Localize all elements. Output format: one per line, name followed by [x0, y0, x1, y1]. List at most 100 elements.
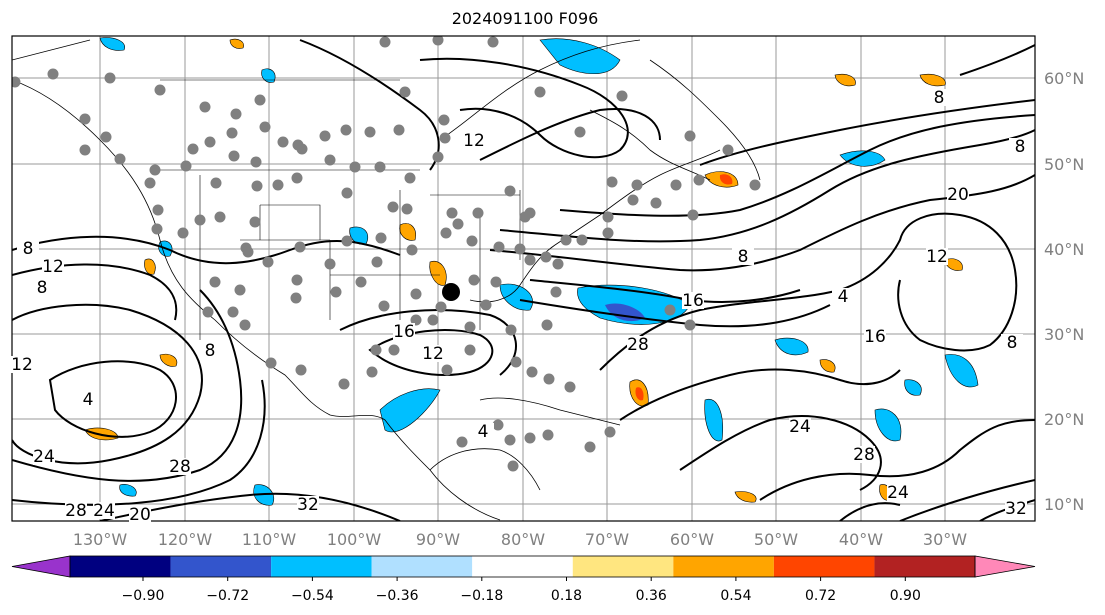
colorbar-tick-label: −0.18 — [460, 588, 503, 604]
station-dot — [439, 132, 451, 144]
station-dot — [265, 357, 277, 369]
station-dot — [452, 218, 464, 230]
station-dot — [534, 86, 546, 98]
colorbar-swatch — [70, 556, 171, 577]
station-dot — [149, 164, 161, 176]
station-dot — [324, 154, 336, 166]
station-dot — [209, 276, 221, 288]
station-dot — [507, 460, 519, 472]
station-dot — [438, 114, 450, 126]
station-dot — [514, 243, 526, 255]
contour-label: 32 — [1005, 499, 1027, 519]
contour-label: 16 — [682, 291, 704, 311]
lat-label: 10°N — [1044, 495, 1084, 514]
station-dot — [254, 94, 266, 106]
lon-label: 30°W — [923, 530, 967, 549]
lon-label: 40°W — [839, 530, 883, 549]
colorbar-tick-label: 0.54 — [720, 588, 751, 604]
contour-label: 16 — [864, 327, 886, 347]
station-dot — [226, 127, 238, 139]
lat-label: 60°N — [1044, 69, 1084, 88]
station-dot — [187, 143, 199, 155]
lon-label: 100°W — [327, 530, 382, 549]
station-dot — [199, 101, 211, 113]
contour-label: 8 — [37, 278, 48, 298]
station-dot — [404, 172, 416, 184]
colorbar-swatch — [170, 556, 272, 577]
station-dot — [504, 185, 516, 197]
station-dot — [574, 126, 586, 138]
contour-label: 8 — [738, 247, 749, 267]
contour-label: 20 — [129, 505, 151, 525]
station-dot — [456, 436, 468, 448]
station-dot — [487, 36, 499, 48]
station-dot — [79, 144, 91, 156]
contour-label: 8 — [23, 239, 34, 259]
colorbar-tick-label: 0.36 — [636, 588, 667, 604]
station-dot — [427, 314, 439, 326]
station-dot — [393, 124, 405, 136]
colorbar-swatch — [773, 556, 875, 577]
station-dot — [324, 258, 336, 270]
station-dot — [540, 251, 552, 263]
station-dot — [401, 203, 413, 215]
colorbar-swatch — [572, 556, 674, 577]
station-dot — [472, 207, 484, 219]
colorbar-extend-low — [11, 555, 71, 578]
contour-label: 4 — [83, 390, 94, 410]
station-dot — [340, 124, 352, 136]
station-markers — [12, 36, 761, 472]
station-dot — [341, 235, 353, 247]
station-dot — [349, 161, 361, 173]
station-dot — [670, 179, 682, 191]
lon-label: 60°W — [670, 530, 714, 549]
station-dot — [564, 381, 576, 393]
station-dot — [584, 441, 596, 453]
contour-label: 12 — [463, 131, 485, 151]
station-dot — [749, 179, 761, 191]
colorbar-tick-label: 0.18 — [551, 588, 582, 604]
contour-label: 28 — [169, 457, 191, 477]
station-dot — [291, 172, 303, 184]
station-dot — [399, 86, 411, 98]
station-dot — [47, 68, 59, 80]
station-dot — [144, 177, 156, 189]
colorbar-swatch — [673, 556, 774, 577]
contour-label: 4 — [838, 287, 849, 307]
lat-label: 20°N — [1044, 410, 1084, 429]
contour-label: 12 — [422, 344, 444, 364]
station-dot — [114, 153, 126, 165]
station-dot — [239, 319, 251, 331]
station-dot — [524, 432, 536, 444]
lon-label: 130°W — [73, 530, 128, 549]
station-dot — [492, 419, 504, 431]
station-dot — [341, 187, 353, 199]
contour-label: 28 — [65, 501, 87, 521]
contour-label: 32 — [297, 495, 319, 515]
station-dot — [602, 227, 614, 239]
station-dot — [631, 179, 643, 191]
station-dot — [259, 121, 271, 133]
station-dot — [228, 150, 240, 162]
colorbar-swatch — [271, 556, 372, 577]
station-dot — [104, 72, 116, 84]
station-dot — [664, 304, 676, 316]
station-dot — [650, 197, 662, 209]
station-dot — [510, 356, 522, 368]
coastlines — [12, 39, 761, 521]
station-dot — [627, 194, 639, 206]
station-dot — [387, 201, 399, 213]
station-dot — [227, 306, 239, 318]
lon-label: 110°W — [242, 530, 297, 549]
station-dot — [242, 246, 254, 258]
station-dot — [526, 366, 538, 378]
contour-label: 28 — [853, 445, 875, 465]
lon-label: 50°W — [754, 530, 798, 549]
colorbar: −0.90 −0.72 −0.54 −0.36 −0.18 0.18 0.36 0.54 0.7… — [11, 555, 1036, 604]
station-dot — [371, 256, 383, 268]
contour-label: 16 — [393, 322, 415, 342]
station-dot — [406, 244, 418, 256]
lon-label: 120°W — [158, 530, 213, 549]
colorbar-tick-label: −0.72 — [206, 588, 249, 604]
